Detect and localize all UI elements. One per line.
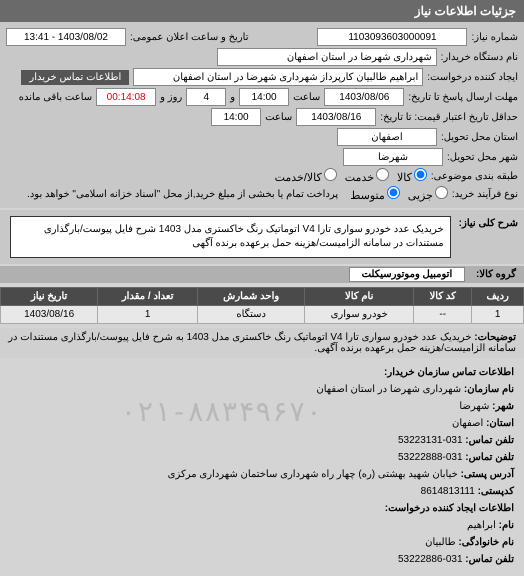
deadline-time[interactable] — [239, 88, 289, 106]
need-number-label: شماره نیاز: — [471, 32, 518, 43]
need-desc-label: شرح کلی نیاز: — [459, 218, 518, 229]
process-label: نوع فرآیند خرید: — [452, 189, 518, 200]
th-code: کد کالا — [414, 288, 472, 306]
item-desc-row: توضیحات: خریدیک عدد خودرو سواری تارا V4 … — [0, 328, 524, 358]
page-header: جزئیات اطلاعات نیاز — [0, 0, 524, 22]
price-time[interactable] — [211, 108, 261, 126]
deadline-date[interactable] — [324, 88, 404, 106]
deadline-time-label: ساعت — [293, 92, 320, 103]
header-title: جزئیات اطلاعات نیاز — [415, 4, 516, 18]
form-section: شماره نیاز: تاریخ و ساعت اعلان عمومی: نا… — [0, 22, 524, 208]
price-deadline-label: حداقل تاریخ اعتبار قیمت: تا تاریخ: — [380, 112, 518, 123]
deadline-days-label: روز و — [160, 92, 182, 103]
items-table: ردیف کد کالا نام کالا واحد شمارش تعداد /… — [0, 287, 524, 324]
radio-medium[interactable] — [387, 186, 400, 199]
need-desc-box: خریدیک عدد خودرو سواری تارا V4 اتوماتیک … — [10, 216, 451, 258]
group-value: اتومبیل وموتورسیکلت — [349, 267, 466, 282]
contact-section: ۰۲۱-۸۸۳۴۹۶۷۰ اطلاعات تماس سازمان خریدار:… — [0, 358, 524, 574]
price-time-label: ساعت — [265, 112, 292, 123]
announce-label: تاریخ و ساعت اعلان عمومی: — [130, 32, 249, 43]
radio-both[interactable] — [324, 168, 337, 181]
th-name: نام کالا — [305, 288, 414, 306]
deadline-remain[interactable] — [96, 88, 156, 106]
category-label: طبقه بندی موضوعی: — [431, 171, 518, 182]
creator-title: اطلاعات ایجاد کننده درخواست: — [10, 500, 514, 517]
price-date[interactable] — [296, 108, 376, 126]
deadline-days[interactable] — [186, 88, 226, 106]
need-number-input[interactable] — [317, 28, 467, 46]
process-option[interactable]: متوسط — [350, 186, 400, 202]
city-input[interactable] — [343, 148, 443, 166]
th-qty: تعداد / مقدار — [98, 288, 198, 306]
deadline-label: مهلت ارسال پاسخ تا تاریخ: — [408, 92, 518, 103]
radio-khedmat[interactable] — [376, 168, 389, 181]
contact-buyer-btn[interactable]: اطلاعات تماس خریدار — [21, 70, 129, 85]
requester-input[interactable] — [133, 68, 423, 86]
process-options: جزیی متوسط — [350, 186, 448, 202]
deadline-and: و — [230, 92, 235, 103]
th-date: تاریخ نیاز — [1, 288, 98, 306]
th-unit: واحد شمارش — [198, 288, 305, 306]
th-row: ردیف — [472, 288, 524, 306]
buyer-label: نام دستگاه خریدار: — [441, 52, 518, 63]
table-row: 1 -- خودرو سواری دستگاه 1 1403/08/16 — [1, 306, 524, 324]
radio-minor[interactable] — [435, 186, 448, 199]
radio-kala[interactable] — [414, 168, 427, 181]
city-label: شهر محل تحویل: — [447, 152, 518, 163]
province-label: استان محل تحویل: — [441, 132, 518, 143]
category-option[interactable]: کالا/خدمت — [275, 168, 337, 184]
buyer-input[interactable] — [217, 48, 437, 66]
requester-label: ایجاد کننده درخواست: — [427, 72, 518, 83]
goods-section-title: گروه کالا: اتومبیل وموتورسیکلت — [0, 266, 524, 283]
contact-title: اطلاعات تماس سازمان خریدار: — [10, 364, 514, 381]
deadline-remain-label: ساعت باقی مانده — [19, 92, 92, 103]
process-option[interactable]: جزیی — [408, 186, 448, 202]
province-input[interactable] — [337, 128, 437, 146]
announce-input[interactable] — [6, 28, 126, 46]
category-option[interactable]: کالا — [397, 168, 427, 184]
category-option[interactable]: خدمت — [345, 168, 389, 184]
category-options: کالا خدمت کالا/خدمت — [275, 168, 427, 184]
process-note: پرداخت تمام یا بخشی از مبلغ خرید,از محل … — [27, 189, 338, 200]
